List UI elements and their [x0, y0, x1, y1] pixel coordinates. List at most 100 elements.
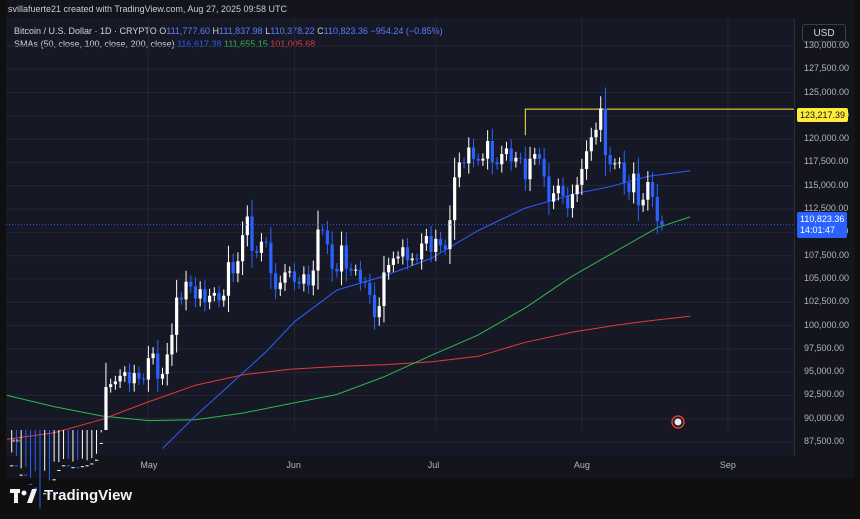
candle-body — [575, 184, 579, 195]
y-tick-label: 117,500.00 — [804, 156, 849, 167]
candle-body — [208, 295, 212, 303]
candle-body — [424, 236, 428, 244]
ohlc-open: 111,777.60 — [166, 26, 210, 36]
bar-countdown: 14:01:47 — [800, 225, 836, 235]
sma-label: SMAs (50, close, 100, close, 200, close) — [14, 39, 175, 49]
candle-body — [429, 236, 433, 252]
candle-body — [10, 465, 14, 467]
candle-body — [533, 154, 537, 159]
tradingview-logo-icon — [10, 488, 37, 503]
candle-body — [245, 216, 249, 236]
candle-body — [66, 465, 70, 467]
ohlc-h-label: H — [212, 26, 219, 36]
candle-body — [278, 282, 282, 290]
x-tick-label: Jul — [427, 460, 440, 470]
candle-body — [636, 173, 641, 206]
currency-button[interactable]: USD — [802, 24, 846, 42]
candle-body — [344, 245, 348, 269]
candle-body — [509, 148, 513, 162]
ohlc-close: 110,823.36 — [323, 26, 369, 36]
candle-body — [377, 305, 381, 318]
candle-body — [632, 173, 636, 193]
candle-body — [486, 141, 490, 159]
y-tick-label: 107,500.00 — [804, 249, 850, 260]
candle-body — [104, 387, 108, 430]
candle-body — [608, 154, 612, 165]
x-tick-label: Aug — [573, 460, 590, 470]
candle-body — [551, 193, 556, 202]
candle-body — [160, 373, 165, 379]
candle-body — [273, 273, 278, 290]
candle-body — [650, 182, 655, 197]
y-tick-label: 115,000.00 — [804, 179, 849, 190]
candle-body — [14, 465, 19, 467]
candle-body — [184, 281, 188, 300]
candle-body — [76, 467, 80, 469]
candle-body — [495, 162, 499, 165]
candle-body — [622, 162, 626, 183]
candle-body — [264, 241, 268, 243]
candle-body — [288, 271, 292, 273]
x-tick-label: May — [140, 460, 158, 470]
candle-body — [358, 269, 362, 282]
candle-body — [241, 235, 245, 262]
more-options-icon[interactable]: ••• — [12, 436, 23, 447]
candle-body — [33, 487, 37, 489]
y-tick-label: 105,000.00 — [804, 272, 850, 283]
sma200-value: 101,005.68 — [270, 39, 316, 49]
candle-body — [325, 230, 330, 245]
sma50-value: 116,617.38 — [177, 39, 222, 49]
candle-body — [566, 195, 570, 209]
candle-body — [537, 154, 542, 159]
candle-body — [603, 108, 608, 155]
candle-body — [127, 372, 132, 384]
ohlc-low: 110,378.22 — [270, 26, 315, 36]
candle-body — [99, 442, 103, 444]
candle-body — [292, 271, 297, 282]
y-tick-label: 92,500.00 — [804, 389, 845, 400]
last-price-tag: 110,823.36 14:01:47 — [797, 212, 848, 238]
tradingview-brand[interactable]: TradingView — [10, 487, 132, 504]
y-tick-label: 95,000.00 — [804, 366, 845, 377]
y-tick-label: 130,000.00 — [804, 39, 850, 50]
candle-body — [203, 289, 207, 303]
candle-body — [448, 220, 452, 250]
event-flag-core — [674, 418, 682, 426]
candle-body — [175, 297, 179, 335]
candle-body — [142, 378, 146, 380]
y-tick-label: 125,000.00 — [804, 86, 850, 97]
candle-body — [646, 182, 650, 200]
candle-body — [368, 282, 372, 295]
candle-body — [151, 353, 155, 359]
plot-area[interactable] — [6, 18, 794, 456]
candle-body — [420, 243, 424, 260]
candle-body — [363, 281, 367, 283]
sma-legend[interactable]: SMAs (50, close, 100, close, 200, close)… — [14, 39, 315, 49]
symbol-legend[interactable]: Bitcoin / U.S. Dollar · 1D · CRYPTO O111… — [14, 26, 443, 36]
candle-body — [542, 158, 546, 177]
candle-body — [457, 162, 461, 178]
candle-body — [514, 157, 518, 162]
candle-body — [354, 269, 358, 271]
candle-body — [655, 196, 659, 222]
candle-body — [123, 372, 127, 376]
candle-body — [90, 463, 94, 465]
resistance-line — [524, 108, 794, 136]
candle-body — [382, 272, 386, 306]
candle-body — [306, 274, 311, 286]
candle-body — [387, 264, 391, 273]
candle-body — [283, 272, 287, 283]
candle-body — [504, 148, 509, 155]
candle-body — [599, 108, 603, 130]
candle-body — [438, 238, 443, 246]
candle-body — [330, 244, 334, 269]
candle-body — [589, 137, 593, 152]
candle-body — [627, 182, 631, 193]
candle-body — [269, 242, 273, 274]
candle-body — [410, 258, 414, 261]
ohlc-c-label: C — [317, 26, 324, 36]
candle-body — [255, 250, 259, 253]
candle-body — [349, 268, 353, 271]
candle-body — [43, 493, 47, 495]
